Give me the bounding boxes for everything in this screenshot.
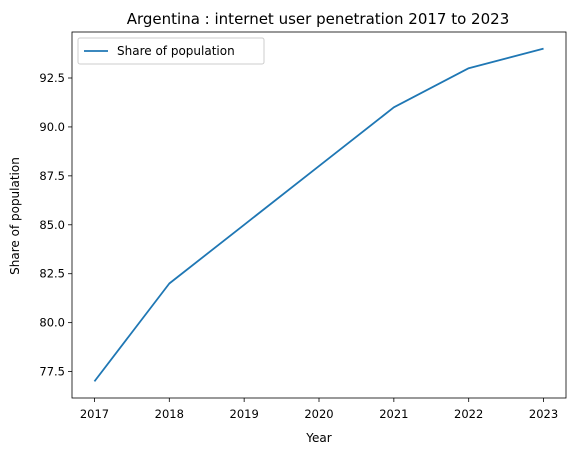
y-tick-label: 90.0 — [39, 120, 65, 134]
y-tick-label: 77.5 — [39, 365, 65, 379]
y-axis: 77.5 80.0 82.5 85.0 87.5 90.0 92.5 — [39, 71, 72, 379]
x-tick-label: 2021 — [379, 407, 408, 421]
series-layer — [93, 47, 544, 382]
x-tick-label: 2022 — [454, 407, 483, 421]
legend: Share of population — [77, 37, 265, 65]
y-axis-label: Share of population — [8, 157, 22, 275]
x-tick-label: 2017 — [80, 407, 109, 421]
series-line — [93, 47, 544, 382]
x-tick-label: 2023 — [529, 407, 558, 421]
y-tick-label: 80.0 — [39, 316, 65, 330]
plot-area — [71, 31, 567, 399]
legend-box — [77, 37, 265, 65]
y-tick-label: 87.5 — [39, 169, 65, 183]
x-tick-label: 2020 — [304, 407, 333, 421]
x-axis: 2017 2018 2019 2020 2021 2022 2023 — [80, 398, 558, 421]
legend-label: Share of population — [117, 44, 235, 58]
y-tick-label: 85.0 — [39, 218, 65, 232]
x-tick-label: 2018 — [155, 407, 184, 421]
chart-title: Argentina : internet user penetration 20… — [127, 10, 510, 28]
x-tick-label: 2019 — [230, 407, 259, 421]
y-tick-label: 92.5 — [39, 71, 65, 85]
y-tick-label: 82.5 — [39, 267, 65, 281]
x-axis-label: Year — [305, 431, 331, 445]
